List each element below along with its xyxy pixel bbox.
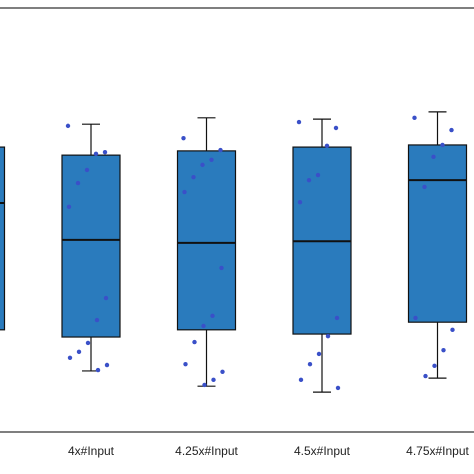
data-point: [412, 115, 417, 121]
data-point: [431, 154, 436, 160]
data-point: [325, 333, 331, 339]
box: [407, 144, 468, 323]
data-point: [66, 204, 72, 210]
data-point: [75, 180, 81, 186]
data-point: [104, 362, 110, 368]
data-point: [85, 340, 91, 346]
data-point: [297, 199, 303, 205]
data-point: [432, 363, 437, 369]
data-point: [67, 355, 73, 360]
data-point: [76, 349, 82, 355]
data-point: [211, 377, 216, 383]
data-point: [181, 135, 186, 141]
data-point: [103, 295, 109, 301]
data-point: [191, 174, 196, 180]
data-point: [192, 339, 197, 345]
data-point: [210, 313, 215, 319]
data-point: [95, 367, 101, 373]
x-tick-label: 4.25x#Input: [175, 444, 238, 458]
data-point: [218, 147, 223, 153]
box: [0, 146, 6, 331]
data-point: [93, 151, 99, 157]
data-point: [441, 347, 446, 353]
data-point: [298, 377, 304, 383]
data-point: [335, 385, 341, 391]
data-point: [219, 265, 224, 271]
data-point: [84, 167, 90, 173]
x-tick-label: 4x#Input: [68, 444, 115, 458]
data-point: [94, 317, 100, 323]
data-point: [102, 149, 108, 155]
data-point: [306, 177, 312, 183]
data-point: [333, 125, 339, 131]
data-point: [316, 351, 322, 357]
data-point: [182, 189, 187, 195]
data-point: [201, 323, 206, 329]
x-tick-label: 4.5x#Input: [294, 444, 351, 458]
data-point: [220, 369, 225, 374]
data-point: [296, 119, 302, 125]
data-point: [423, 373, 428, 379]
data-point: [334, 315, 340, 321]
data-point: [413, 315, 418, 321]
x-tick-label: 4.75x#Input: [406, 444, 469, 458]
data-point: [183, 361, 188, 367]
data-point: [307, 361, 313, 367]
data-point: [450, 327, 455, 333]
data-point: [324, 143, 330, 148]
data-point: [315, 172, 321, 178]
box: [176, 150, 237, 331]
data-point: [65, 123, 71, 129]
data-point: [202, 382, 207, 388]
data-point: [200, 162, 205, 168]
data-point: [440, 142, 445, 148]
data-point: [209, 157, 214, 162]
data-point: [422, 184, 427, 190]
data-point: [449, 127, 454, 133]
box: [61, 154, 121, 338]
